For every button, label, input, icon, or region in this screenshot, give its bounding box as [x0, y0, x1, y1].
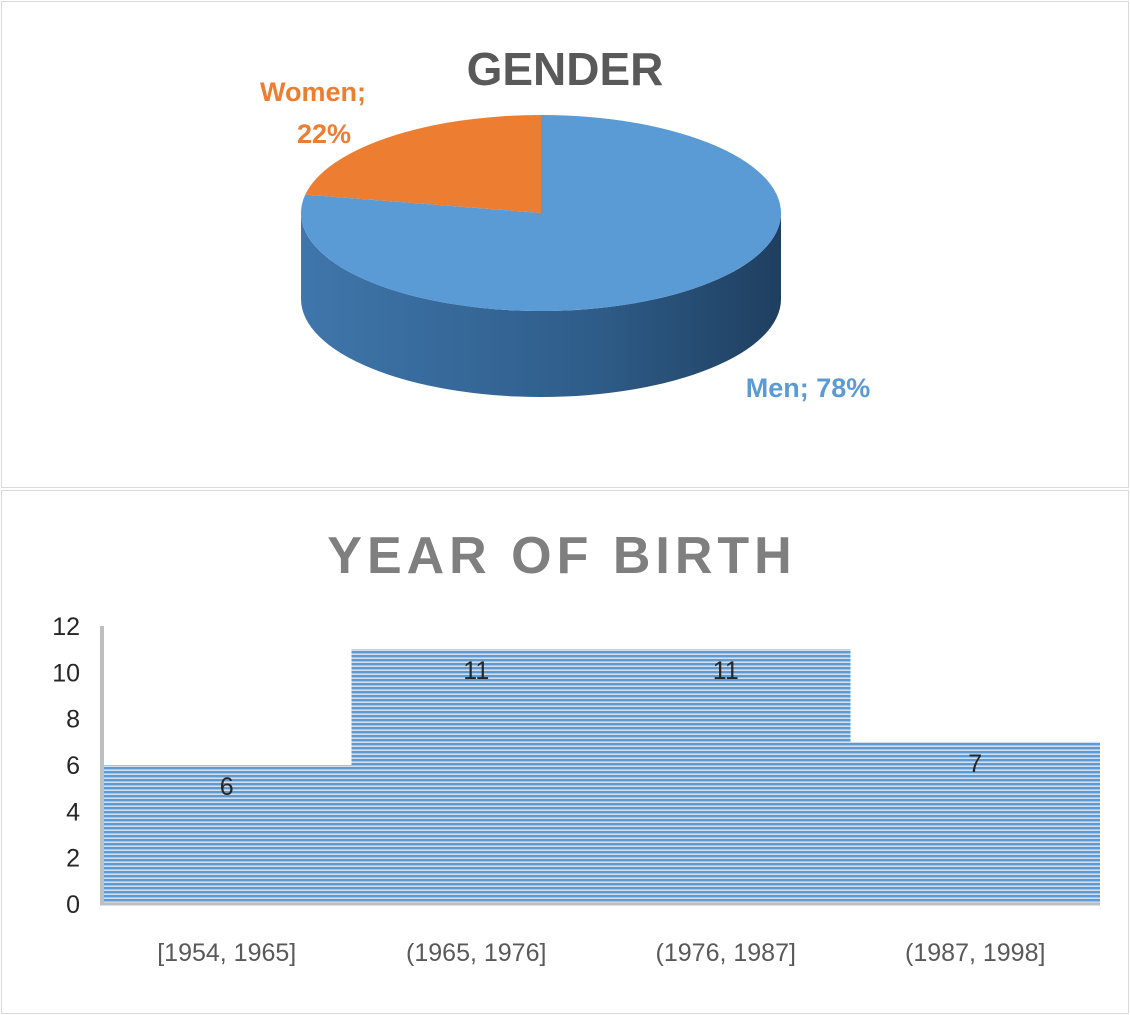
- bar-title: YEAR OF BIRTH: [327, 527, 796, 585]
- bar-data-label: 11: [713, 657, 739, 685]
- pie-slice-women: [305, 115, 541, 213]
- bar-data-label: 11: [463, 657, 489, 685]
- y-tick-label: 2: [66, 845, 80, 873]
- histogram-bar: [850, 741, 1100, 904]
- women-label: Women;: [260, 77, 366, 107]
- pie-slice-men: [301, 114, 782, 311]
- y-tick-label: 12: [52, 613, 80, 641]
- year-of-birth-chart-panel: YEAR OF BIRTH 6 [1954, 1965] 11 (1965, 1976…: [1, 490, 1129, 1014]
- y-tick-label: 6: [66, 752, 80, 780]
- x-tick-label: [1954, 1965]: [157, 939, 296, 967]
- y-tick-label: 4: [66, 798, 80, 826]
- y-tick-label: 8: [66, 706, 80, 734]
- histogram-bar: [351, 649, 601, 904]
- y-tick-label: 0: [66, 891, 80, 919]
- bar-data-label: 6: [220, 773, 234, 801]
- men-label: Men; 78%: [746, 373, 871, 403]
- histogram-bar: [601, 649, 851, 904]
- women-pct-label: 22%: [297, 119, 351, 149]
- x-tick-label: (1987, 1998]: [905, 939, 1045, 967]
- gender-chart-panel: GENDER Women; 22% Men; 78%: [1, 1, 1129, 488]
- y-tick-label: 10: [52, 659, 80, 687]
- histogram-bar: [102, 765, 352, 904]
- x-tick-label: (1976, 1987]: [656, 939, 796, 967]
- pie-title: GENDER: [467, 43, 664, 95]
- x-tick-label: (1965, 1976]: [406, 939, 546, 967]
- gender-pie-chart: GENDER Women; 22% Men; 78%: [260, 43, 871, 403]
- pie-side-men: [301, 213, 781, 397]
- year-of-birth-histogram: YEAR OF BIRTH 6 [1954, 1965] 11 (1965, 1976…: [52, 527, 1100, 967]
- bar-data-label: 7: [968, 750, 982, 778]
